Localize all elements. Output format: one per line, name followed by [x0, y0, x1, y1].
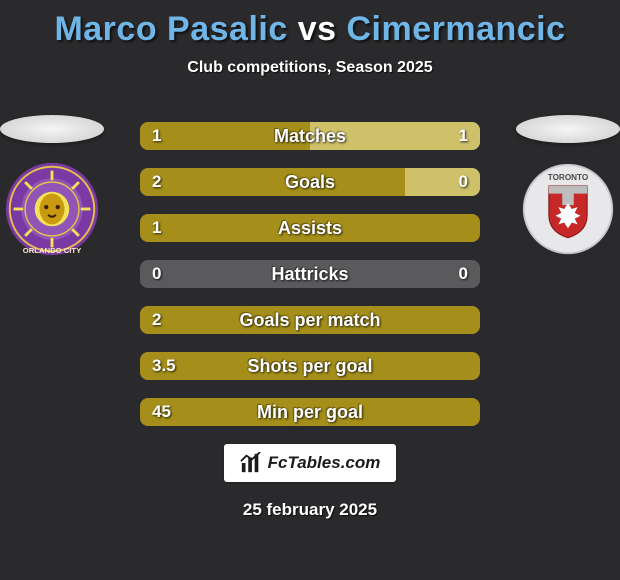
- date-text: 25 february 2025: [0, 500, 620, 520]
- svg-text:TORONTO: TORONTO: [548, 173, 588, 182]
- team-right: TORONTO: [508, 115, 620, 295]
- bar-track: [140, 352, 480, 380]
- brand-text: FcTables.com: [268, 453, 381, 473]
- bar-track: [140, 214, 480, 242]
- bar-segment-left: [140, 168, 405, 196]
- bar-track: [140, 168, 480, 196]
- page-title: Marco Pasalic vs Cimermancic: [0, 0, 620, 49]
- bar-row: Assists1: [140, 210, 480, 246]
- bar-row: Goals20: [140, 164, 480, 200]
- team-left: ORLANDO CITY: [0, 115, 112, 295]
- bar-segment-right: [405, 168, 480, 196]
- toronto-fc-icon: TORONTO: [520, 161, 616, 257]
- bar-row: Goals per match2: [140, 302, 480, 338]
- brand-box: FcTables.com: [224, 444, 396, 482]
- bar-row: Hattricks00: [140, 256, 480, 292]
- bar-track: [140, 306, 480, 334]
- bar-segment-left: [140, 398, 480, 426]
- bar-row: Matches11: [140, 118, 480, 154]
- bar-segment-left: [140, 352, 480, 380]
- title-vs: vs: [298, 10, 337, 48]
- bar-segment-right: [310, 122, 480, 150]
- ellipse-shadow-left: [0, 115, 104, 143]
- orlando-city-icon: ORLANDO CITY: [4, 161, 100, 257]
- svg-text:ORLANDO CITY: ORLANDO CITY: [23, 246, 81, 255]
- bar-chart-icon: [240, 452, 262, 474]
- bar-row: Shots per goal3.5: [140, 348, 480, 384]
- bar-row: Min per goal45: [140, 394, 480, 430]
- bar-track: [140, 398, 480, 426]
- comparison-bars: Matches11 Goals20 Assists1 Hattricks00 Goals…: [140, 118, 480, 440]
- crest-right: TORONTO: [520, 161, 616, 257]
- bar-segment-left: [140, 306, 480, 334]
- title-player1: Marco Pasalic: [54, 10, 287, 48]
- bar-track: [140, 122, 480, 150]
- ellipse-shadow-right: [516, 115, 620, 143]
- content: Marco Pasalic vs Cimermancic Club compet…: [0, 0, 620, 580]
- subtitle: Club competitions, Season 2025: [0, 59, 620, 77]
- bar-segment-left: [140, 122, 310, 150]
- crest-left: ORLANDO CITY: [4, 161, 100, 257]
- bar-segment-left: [140, 214, 480, 242]
- title-player2: Cimermancic: [346, 10, 565, 48]
- bar-track: [140, 260, 480, 288]
